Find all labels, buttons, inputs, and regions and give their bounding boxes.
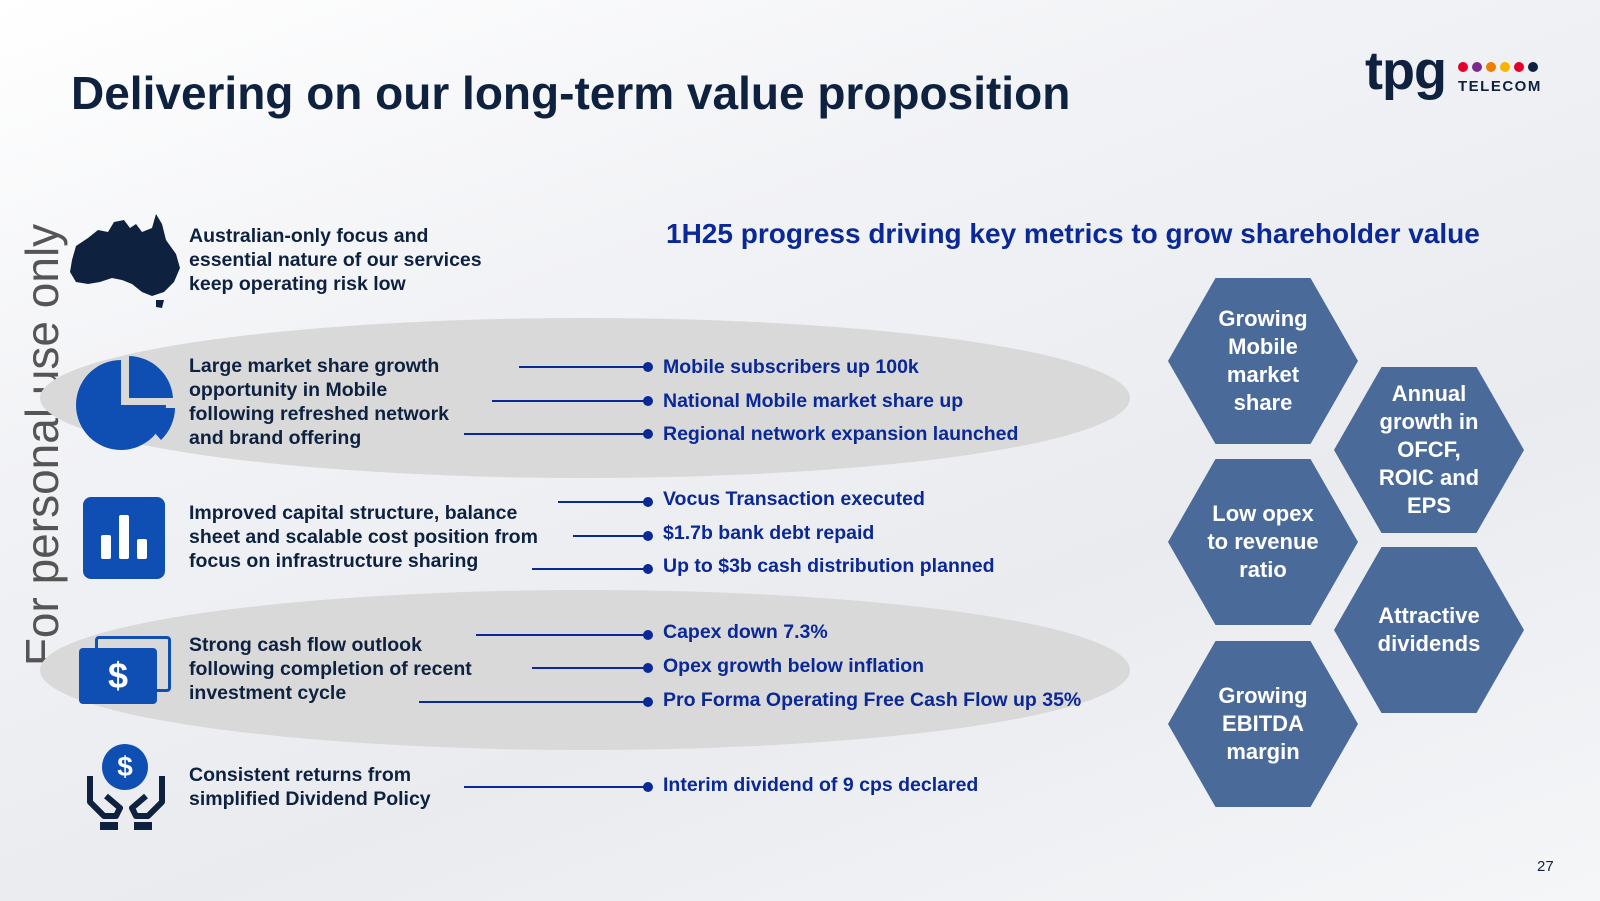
connector-line	[492, 396, 653, 406]
hexagon-label: Annual growth in OFCF, ROIC and EPS	[1378, 381, 1480, 518]
banknote-icon: $	[79, 636, 171, 704]
metric-vocus: Vocus Transaction executed	[663, 488, 925, 510]
logo-dots	[1458, 62, 1538, 72]
connector-line	[476, 630, 653, 640]
logo-dot	[1486, 62, 1496, 72]
hexagon-label: Low opex to revenue ratio	[1207, 501, 1319, 582]
logo-dot	[1458, 62, 1468, 72]
bar-chart-icon	[83, 497, 165, 579]
pillar-text-mobile: Large market share growth opportunity in…	[189, 355, 450, 449]
hexagon-dividends: Attractive dividends	[1334, 547, 1524, 713]
metric-mobile-subscribers: Mobile subscribers up 100k	[663, 356, 919, 378]
pillar-text-risk: Australian-only focus and essential natu…	[189, 225, 482, 295]
hexagon-ebitda-margin: Growing EBITDA margin	[1168, 641, 1358, 807]
tpg-telecom-logo: tpg TELECOM	[1365, 41, 1555, 106]
connector-line	[532, 663, 653, 673]
connector-line	[573, 531, 653, 541]
logo-wordmark: tpg	[1365, 41, 1447, 101]
logo-subtext: TELECOM	[1458, 78, 1542, 95]
hexagon-opex-ratio: Low opex to revenue ratio	[1168, 459, 1358, 625]
pillar-text-cashflow: Strong cash flow outlook following compl…	[189, 634, 472, 704]
connector-line	[464, 429, 653, 439]
section-subtitle: 1H25 progress driving key metrics to gro…	[666, 218, 1480, 249]
connector-line	[532, 564, 653, 574]
metric-dividend: Interim dividend of 9 cps declared	[663, 774, 979, 796]
metric-cash-distribution: Up to $3b cash distribution planned	[663, 555, 995, 577]
logo-dot	[1472, 62, 1482, 72]
hexagon-mobile-share: Growing Mobile market share	[1168, 278, 1358, 444]
highlight-band-mobile	[40, 318, 1130, 478]
connector-line	[558, 497, 653, 507]
logo-dot	[1500, 62, 1510, 72]
metric-opex: Opex growth below inflation	[663, 655, 925, 677]
metric-ofcf: Pro Forma Operating Free Cash Flow up 35…	[663, 689, 1082, 711]
pillar-text-dividend: Consistent returns from simplified Divid…	[189, 764, 431, 810]
connector-line	[519, 362, 653, 372]
highlight-band-cashflow	[40, 590, 1130, 750]
metric-mobile-share: National Mobile market share up	[663, 390, 964, 412]
connector-line	[464, 782, 653, 792]
dollar-sign: $	[107, 655, 129, 696]
metric-capex: Capex down 7.3%	[663, 621, 828, 643]
australia-map-icon	[70, 214, 180, 308]
page-number: 27	[1537, 858, 1554, 875]
dollar-sign: $	[117, 751, 133, 782]
page-title: Delivering on our long-term value propos…	[71, 67, 1071, 119]
watermark: For personal use only	[16, 223, 68, 667]
metric-regional-network: Regional network expansion launched	[663, 423, 1019, 445]
connector-line	[419, 697, 653, 707]
logo-dot	[1514, 62, 1524, 72]
logo-dot	[1528, 62, 1538, 72]
hexagon-label: Growing Mobile market share	[1218, 306, 1308, 415]
hands-dollar-icon: $	[86, 744, 166, 832]
metric-debt-repaid: $1.7b bank debt repaid	[663, 522, 875, 544]
hexagon-label: Attractive dividends	[1377, 603, 1481, 656]
pie-chart-icon	[76, 356, 175, 450]
pillar-text-capital: Improved capital structure, balance shee…	[189, 502, 538, 572]
hexagon-label: Growing EBITDA margin	[1218, 683, 1308, 764]
hexagon-annual-growth: Annual growth in OFCF, ROIC and EPS	[1334, 367, 1524, 533]
